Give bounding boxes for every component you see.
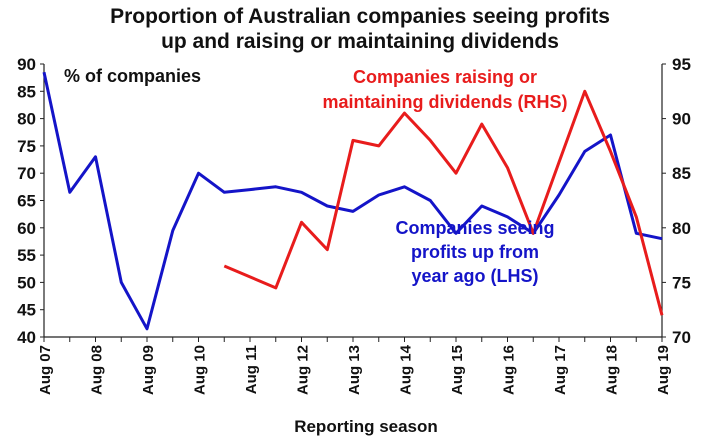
chart-title-line-2: up and raising or maintaining dividends [161,30,559,53]
right-tick-label: 80 [672,219,691,238]
left-y-axis: 40 45 50 55 60 65 70 75 80 85 90 [17,55,45,347]
chart-title: Proportion of Australian companies seein… [0,4,720,54]
left-tick-label: 75 [17,137,36,156]
dividends-series-line [223,89,664,316]
x-tick-label: Aug 19 [655,345,672,395]
x-tick-label: Aug 17 [552,345,569,395]
chart-title-line-1: Proportion of Australian companies seein… [110,5,610,28]
left-tick-label: 80 [17,110,36,129]
left-tick-label: 70 [17,164,36,183]
right-y-axis: 70 75 80 85 90 95 [661,55,691,347]
x-tick-label: Aug 07 [37,345,54,395]
right-tick-label: 75 [672,273,691,292]
x-tick-label: Aug 16 [501,345,518,395]
x-tick-label: Aug 15 [449,345,466,395]
left-tick-label: 65 [17,192,36,211]
x-tick-label: Aug 18 [604,345,621,395]
profits-series-line [42,71,663,331]
left-tick-label: 90 [17,55,36,74]
left-tick-label: 40 [17,328,36,347]
x-axis: Aug 07 Aug 08 Aug 09 Aug 10 Aug 11 Aug 12 Aug … [37,336,672,395]
x-tick-label: Aug 13 [346,345,363,395]
x-tick-label: Aug 12 [295,345,312,395]
left-tick-label: 60 [17,219,36,238]
dividends-series-label: Companies raising or maintaining dividend… [322,67,567,112]
x-tick-label: Aug 11 [243,345,260,394]
right-tick-label: 90 [672,110,691,129]
x-tick-label: Aug 14 [398,344,415,395]
x-tick-label: Aug 08 [89,345,106,395]
x-tick-label: Aug 10 [192,345,209,395]
right-tick-label: 95 [672,55,691,74]
right-tick-label: 70 [672,328,691,347]
left-tick-label: 85 [17,82,36,101]
left-tick-label: 45 [17,301,36,320]
right-tick-label: 85 [672,164,691,183]
left-tick-label: 50 [17,273,36,292]
profits-series-label: Companies seeing profits up from year ago … [395,218,554,286]
left-axis-label: % of companies [64,66,201,86]
left-tick-label: 55 [17,246,36,265]
x-axis-label: Reporting season [294,417,438,436]
x-tick-label: Aug 09 [140,345,157,395]
